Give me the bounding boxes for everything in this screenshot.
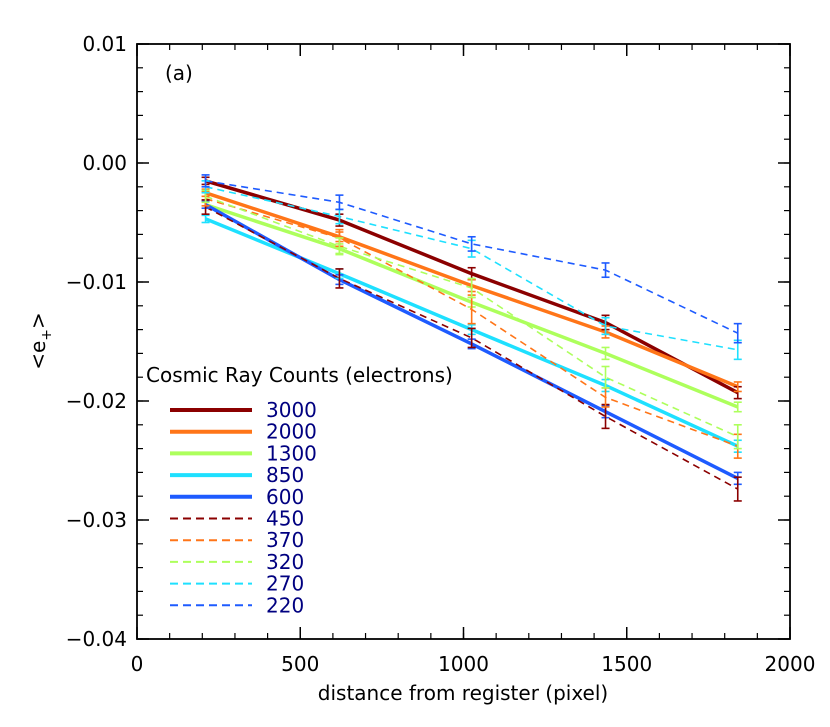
legend-label-850: 850	[266, 463, 304, 487]
y-tick-label: −0.02	[66, 389, 127, 413]
x-tick-label: 2000	[765, 652, 816, 676]
x-axis-label: distance from register (pixel)	[318, 681, 608, 705]
x-tick-label: 1000	[438, 652, 489, 676]
legend-label-600: 600	[266, 485, 304, 509]
series-line-450	[205, 206, 739, 490]
legend-label-320: 320	[266, 550, 304, 574]
series-line-270	[205, 186, 738, 351]
y-axis-label: <e+>	[26, 312, 55, 370]
y-axis-label-main: <e	[26, 341, 50, 370]
y-tick-label: 0.00	[82, 151, 127, 175]
legend-label-2000: 2000	[266, 420, 317, 444]
legend-label-1300: 1300	[266, 441, 317, 465]
y-tick-label: 0.01	[82, 32, 127, 56]
x-tick-label: 500	[281, 652, 319, 676]
axis-ticks	[136, 43, 791, 640]
legend-label-220: 220	[266, 593, 304, 617]
legend-title: Cosmic Ray Counts (electrons)	[146, 363, 453, 387]
error-bars	[201, 174, 742, 502]
x-tick-label: 1500	[601, 652, 652, 676]
legend-label-270: 270	[266, 572, 304, 596]
legend-label-450: 450	[266, 507, 304, 531]
series-line-220	[205, 180, 739, 334]
legend-label-370: 370	[266, 528, 304, 552]
legend-label-3000: 3000	[266, 398, 317, 422]
y-tick-label: −0.04	[66, 627, 127, 651]
y-axis-label-subscript: +	[39, 329, 55, 341]
y-axis-label-end: >	[26, 312, 50, 329]
x-tick-label: 0	[131, 652, 144, 676]
y-tick-label: −0.03	[66, 508, 127, 532]
y-tick-label: −0.01	[66, 270, 127, 294]
axis-tick-labels: 0 500 1000 1500 2000 0.01 0.00 −0.01 −0.02 −0.03 −…	[66, 32, 816, 676]
panel-label: (a)	[165, 61, 193, 85]
